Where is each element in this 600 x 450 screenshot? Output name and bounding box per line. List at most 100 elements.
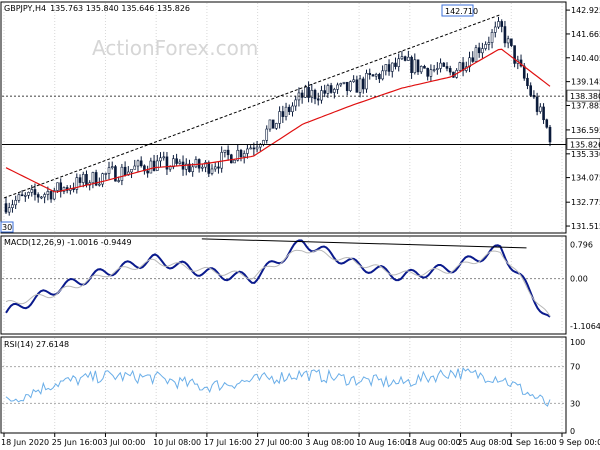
time-tick-label: 25 Jun 16:00 [52,438,103,447]
candle [513,45,516,68]
candle [165,152,169,175]
candle [162,151,166,161]
candle [529,82,532,97]
time-tick-label: 18 Jun 2020 [1,438,49,447]
time-tick-label: 17 Jul 16:00 [204,438,252,447]
candle [300,89,304,104]
candle [339,82,343,87]
candle [91,171,95,189]
candle [307,81,310,103]
level-label-box [566,89,600,102]
candle [284,102,288,121]
candle [394,57,397,70]
candle [506,35,510,49]
candle [336,82,339,94]
candle [223,149,227,158]
candle [294,95,298,111]
candle [400,50,404,61]
candle [246,144,249,159]
macd-divergence-line [201,238,527,249]
candle [201,163,204,172]
time-tick-label: 25 Aug 08:00 [458,438,512,447]
level-label: 138.380 [570,92,600,101]
candle [362,76,365,94]
candle [539,103,542,114]
macd-panel [0,235,567,335]
candle [107,161,111,180]
candle [439,58,442,73]
candle [378,72,381,83]
time-tick-label: 9 Sep 00:00 [559,438,600,447]
candle [390,62,394,78]
candle [104,172,108,180]
price-tick-label: 142.925 [571,6,600,15]
candle [11,199,14,213]
price-tick-label: 141.665 [571,30,600,39]
candle [210,164,214,176]
candle [493,21,497,38]
candle [384,64,388,76]
candle [407,50,410,61]
candle [497,16,500,29]
rsi-tick-label: 70 [570,363,580,372]
price-tick-label: 132.775 [571,198,600,207]
time-tick-label: 18 Aug 00:00 [407,438,461,447]
high-label: 142.710 [445,7,478,16]
low-label: 30 [2,223,12,232]
candle [175,153,178,166]
candle [490,29,494,49]
candle [326,83,330,98]
candle [136,159,140,173]
candle [14,195,17,210]
candle [387,59,391,76]
candle [242,150,246,164]
candle [310,83,314,103]
candle [458,61,462,71]
candle [323,84,326,98]
candle [155,154,159,171]
candle [329,82,333,94]
candle [33,183,37,201]
candle [429,64,433,82]
candle [7,202,11,216]
high-label-box [441,4,474,17]
time-tick-label: 10 Jul 08:00 [153,438,201,447]
rsi-line [5,367,551,407]
level-label-box [566,138,600,150]
candle [413,53,417,75]
candle [191,163,194,177]
candle [423,64,426,69]
candle [133,159,137,170]
low-label-box [0,221,14,233]
candle [249,145,252,150]
candle [220,146,223,173]
candle [374,72,378,81]
candle [146,165,149,178]
candle [152,154,156,172]
candle [226,145,230,161]
rsi-tick-label: 100 [570,338,585,347]
candle [355,75,359,93]
candle [30,184,34,197]
price-title: GBPJPY,H4 135.763 135.840 135.646 135.826 [4,4,190,13]
candle [371,74,375,77]
candle [487,36,491,51]
candle [545,118,549,129]
candle [4,197,8,215]
candle [349,80,352,93]
candle [281,105,285,123]
candle [320,85,323,104]
macd-signal-line [5,249,551,317]
candle [419,65,423,74]
candle [510,38,513,48]
candle [24,192,27,202]
candle [52,187,56,201]
trend-line [3,13,502,199]
candle [535,92,539,116]
watermark: ActionForex.com [92,36,258,60]
candle [184,158,188,176]
level-label: 135.826 [570,140,600,149]
candle [526,73,529,90]
candle [477,42,481,58]
candle [101,172,104,188]
